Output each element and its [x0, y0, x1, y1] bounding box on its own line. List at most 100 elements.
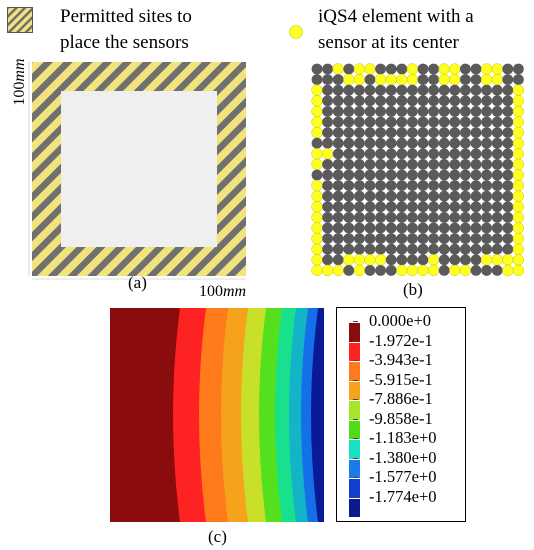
- element: [428, 74, 439, 85]
- element: [385, 169, 397, 181]
- element: [385, 243, 397, 255]
- hatched-legend-swatch: [7, 7, 33, 33]
- element: [354, 169, 365, 181]
- element: [322, 201, 333, 213]
- element: [438, 190, 450, 202]
- element: [449, 212, 461, 223]
- sensor-element: [374, 254, 387, 266]
- element: [438, 127, 450, 138]
- element: [407, 127, 418, 138]
- element: [502, 159, 514, 170]
- element: [364, 265, 376, 276]
- element: [343, 95, 355, 107]
- element: [354, 106, 365, 117]
- sensor-element: [311, 126, 323, 139]
- sensor-element: [406, 73, 419, 86]
- element: [385, 212, 397, 223]
- colorbar-label: -9.858e-1: [369, 408, 433, 428]
- sensor-element: [502, 264, 514, 277]
- colorbar-label: -1.183e+0: [369, 428, 437, 447]
- element: [385, 63, 397, 75]
- element: [407, 169, 418, 181]
- element: [449, 190, 461, 202]
- colorbar-label: 0.000e+0: [369, 311, 432, 330]
- element: [491, 159, 503, 170]
- element: [481, 243, 492, 255]
- colorbar-label: -5.915e-1: [369, 369, 433, 389]
- element: [364, 169, 376, 181]
- colorbar-tick: [353, 438, 358, 439]
- sensor-element: [512, 264, 525, 277]
- element: [491, 201, 503, 213]
- element: [481, 190, 492, 202]
- element: [502, 233, 514, 245]
- colorbar-tick: [353, 496, 358, 498]
- element: [354, 190, 365, 202]
- sensor-element: [512, 105, 525, 118]
- element: [460, 169, 471, 181]
- element: [502, 222, 514, 234]
- element: [417, 106, 429, 117]
- element: [332, 254, 344, 266]
- element: [438, 159, 450, 170]
- sensor-element: [353, 73, 366, 86]
- element: [470, 243, 482, 255]
- sensor-element: [512, 201, 525, 213]
- element: [407, 180, 418, 191]
- sensor-element: [512, 243, 525, 255]
- element: [354, 201, 365, 213]
- element: [332, 116, 344, 128]
- element: [417, 180, 429, 191]
- element: [428, 180, 439, 191]
- element: [343, 106, 355, 117]
- element: [396, 190, 408, 202]
- colorbar-label: -1.380e+0: [369, 447, 437, 467]
- sensor-element: [311, 211, 323, 224]
- sensor-element: [512, 148, 525, 160]
- element: [460, 74, 471, 85]
- element: [354, 159, 365, 170]
- sensor-element: [406, 264, 419, 277]
- element: [460, 148, 471, 160]
- element: [438, 222, 450, 234]
- permitted-sites-square: [28, 62, 246, 280]
- element: [332, 169, 344, 181]
- colorbar-label: -1.972e-1: [369, 330, 433, 350]
- element: [322, 106, 333, 117]
- sensor-element: [512, 232, 525, 245]
- sensor-element: [311, 264, 323, 277]
- element: [470, 116, 482, 128]
- sensor-element: [438, 73, 450, 86]
- element: [354, 116, 365, 128]
- element: [449, 84, 461, 96]
- element: [470, 63, 482, 75]
- element: [407, 137, 418, 149]
- element: [470, 84, 482, 96]
- element: [375, 180, 386, 191]
- element: [396, 169, 408, 181]
- element: [364, 243, 376, 255]
- element: [491, 222, 503, 234]
- element: [385, 106, 397, 117]
- element: [322, 212, 333, 223]
- element: [417, 254, 429, 266]
- element: [332, 201, 344, 213]
- element: [311, 74, 323, 85]
- element: [491, 265, 503, 276]
- dimension-horizontal-label: 100mm: [199, 283, 247, 300]
- element: [364, 148, 376, 160]
- element: [332, 212, 344, 223]
- sensor-element: [449, 63, 461, 75]
- element: [332, 106, 344, 117]
- sensor-element: [311, 148, 323, 160]
- sensor-element: [512, 169, 525, 181]
- element: [375, 106, 386, 117]
- permitted-sites-legend-line2: place the sensors: [60, 32, 189, 53]
- element: [449, 116, 461, 128]
- colorbar-swatch: [349, 401, 360, 420]
- dimension-vertical-label: 100mm: [11, 58, 28, 106]
- element: [375, 233, 386, 245]
- element: [375, 95, 386, 107]
- element: [385, 84, 397, 96]
- element: [481, 201, 492, 213]
